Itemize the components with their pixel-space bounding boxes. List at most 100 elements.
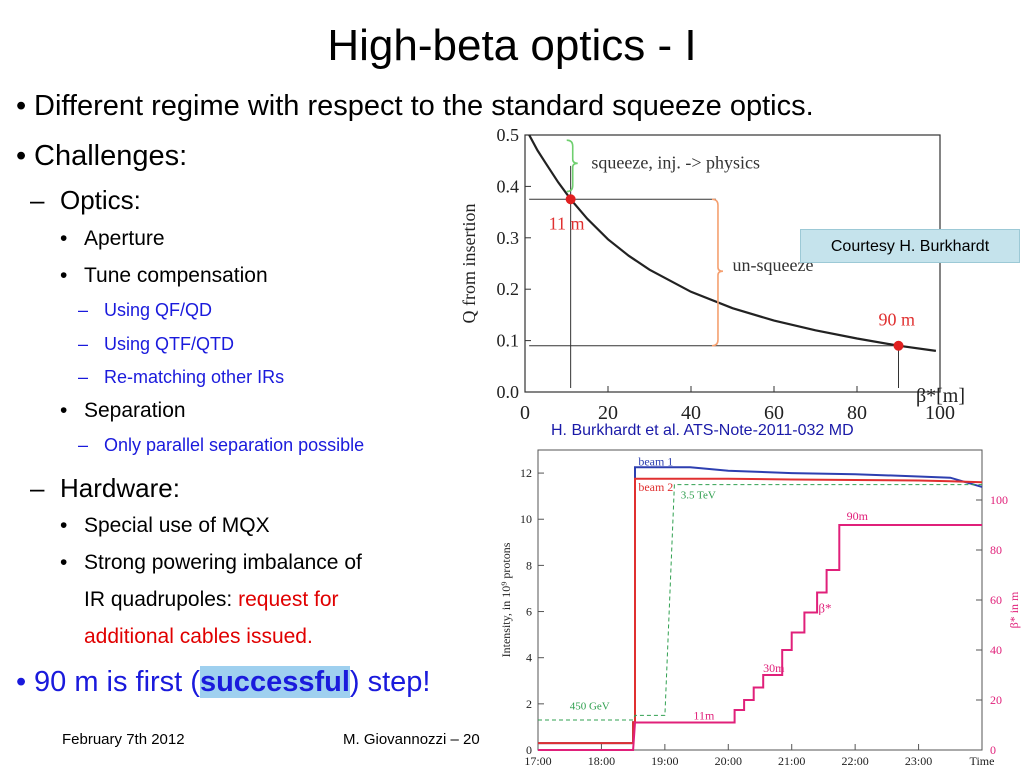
- bullet-text: Separation: [84, 399, 186, 422]
- x-tick-label: 0: [520, 402, 530, 423]
- item-using-qfqd: – Using QF/QD: [78, 298, 212, 322]
- bullet-dot-icon: •: [16, 140, 27, 172]
- x-tick-label: 17:00: [524, 754, 551, 768]
- bullet-final-step: • 90 m is first (successful) step!: [16, 664, 430, 700]
- annotation-90m: 90m: [847, 509, 869, 523]
- x-tick-label: 60: [764, 402, 784, 423]
- y-tick-label: 2: [526, 697, 532, 711]
- series-line-energy: [538, 484, 982, 721]
- footer-author: M. Giovannozzi – 20: [343, 731, 480, 748]
- y2-tick-label: 100: [990, 493, 1008, 507]
- bullet-dot-icon: •: [16, 90, 27, 122]
- bullet-text: Special use of MQX: [84, 514, 270, 537]
- series-line: [528, 134, 937, 352]
- y-tick-label: 0.3: [497, 228, 520, 248]
- dash-icon: –: [30, 473, 45, 503]
- x-tick-label: 20: [598, 402, 618, 423]
- bullet-text: Using QTF/QTD: [104, 334, 235, 354]
- dash-icon: –: [78, 367, 89, 387]
- chart-caption: H. Burkhardt et al. ATS-Note-2011-032 MD: [551, 422, 854, 439]
- item-tune-compensation: • Tune compensation: [60, 263, 268, 289]
- annotation-squeeze: squeeze, inj. -> physics: [591, 152, 760, 172]
- y-tick-label: 10: [520, 512, 532, 526]
- legend-beam1: beam 1: [638, 454, 673, 468]
- y-axis-label: Intensity, in 10⁹ protons: [499, 542, 513, 657]
- y-tick-label: 0.2: [497, 279, 520, 299]
- y-tick-label: 0.4: [497, 176, 520, 196]
- y-axis-label: Q from insertion: [459, 204, 479, 324]
- bullet-text: Re-matching other IRs: [104, 367, 285, 387]
- annotation-11m: 11m: [693, 709, 715, 723]
- bullet-text: Hardware:: [60, 473, 180, 503]
- legend-beam2: beam 2: [638, 480, 673, 494]
- slide-title: High-beta optics - I: [327, 21, 697, 70]
- courtesy-box: Courtesy H. Burkhardt: [800, 229, 1020, 263]
- final-text-post: ) step!: [349, 666, 431, 698]
- bullet-text: Optics:: [60, 185, 141, 215]
- y2-axis-label: β* in m: [1007, 591, 1021, 628]
- bullet-text: Only parallel separation possible: [104, 435, 365, 455]
- bullet-text: Strong powering imbalance of: [84, 551, 362, 574]
- tune-vs-beta-chart: 0 20 40 60 80 100 0.0 0.1 0.2 0.3 0.4 0.5 Q from ins…: [459, 125, 965, 423]
- sub-bullet-optics: – Optics:: [30, 184, 141, 216]
- brace-unsqueeze: [711, 198, 724, 347]
- marker-label: 11 m: [549, 213, 585, 233]
- bullet-text: Tune compensation: [84, 264, 268, 287]
- item-using-qtf: – Using QTF/QTD: [78, 332, 234, 356]
- x-tick-label: 100: [925, 402, 955, 423]
- y2-tick-label: 20: [990, 693, 1002, 707]
- marker-label: 90 m: [879, 310, 916, 330]
- item-parallel-separation: – Only parallel separation possible: [78, 433, 364, 457]
- bullet-dot-icon: •: [60, 514, 68, 537]
- bullet-text: Different regime with respect to the sta…: [34, 90, 814, 122]
- item-cables: additional cables issued.: [84, 625, 313, 648]
- item-aperture: • Aperture: [60, 226, 165, 252]
- annotation-450gev: 450 GeV: [570, 700, 610, 712]
- y2-tick-label: 0: [990, 743, 996, 757]
- annotation-betastar: β*: [818, 601, 831, 616]
- bullet-text: Using QF/QD: [104, 300, 213, 320]
- bullet-dot-icon: •: [60, 264, 68, 287]
- bullet-dot-icon: •: [60, 227, 68, 250]
- request-text: request for: [238, 588, 339, 611]
- x-tick-label: Time: [970, 754, 995, 768]
- bullet-challenges: • Challenges:: [16, 138, 187, 174]
- annotation-30m: 30m: [763, 661, 785, 675]
- bullet-text: Aperture: [84, 227, 165, 250]
- y-tick-label: 6: [526, 605, 532, 619]
- y-tick-label: 8: [526, 558, 532, 572]
- bullet-dot-icon: •: [16, 666, 27, 698]
- y2-tick-label: 40: [990, 643, 1002, 657]
- bullet-dot-icon: •: [60, 551, 68, 574]
- annotation-unsqueeze: un-squeeze: [733, 255, 814, 275]
- y-tick-label: 0.5: [497, 125, 520, 145]
- plot-frame: [524, 134, 941, 393]
- y-tick-label: 4: [526, 651, 532, 665]
- y2-tick-label: 60: [990, 593, 1002, 607]
- bullet-text: Challenges:: [34, 140, 188, 172]
- dash-icon: –: [30, 185, 45, 215]
- dash-icon: –: [78, 300, 89, 320]
- intensity-time-chart: 17:00 18:00 19:00 20:00 21:00 22:00 23:00 Time0…: [499, 449, 1021, 768]
- footer-date: February 7th 2012: [62, 731, 185, 748]
- brace-squeeze: [566, 139, 578, 193]
- y-tick-label: 0: [526, 743, 532, 757]
- annotation-35tev: 3.5 TeV: [681, 490, 716, 502]
- y-tick-label: 12: [520, 466, 532, 480]
- bullet-different-regime: • Different regime with respect to the st…: [16, 88, 814, 124]
- marker-point: [565, 194, 576, 205]
- final-text-pre: 90 m is first (: [34, 666, 200, 698]
- y-tick-label: 0.1: [497, 331, 520, 351]
- x-tick-label: 19:00: [651, 754, 678, 768]
- marker-point: [893, 340, 904, 351]
- x-tick-label: 23:00: [905, 754, 932, 768]
- y2-tick-label: 80: [990, 543, 1002, 557]
- item-imbalance: • Strong powering imbalance of: [60, 550, 362, 576]
- item-mqx: • Special use of MQX: [60, 513, 270, 539]
- x-tick-label: 80: [847, 402, 867, 423]
- item-rematching: – Re-matching other IRs: [78, 365, 284, 389]
- dash-icon: –: [78, 334, 89, 354]
- sub-bullet-hardware: – Hardware:: [30, 472, 180, 504]
- x-axis-label: β*[m]: [916, 385, 965, 407]
- x-tick-label: 22:00: [841, 754, 868, 768]
